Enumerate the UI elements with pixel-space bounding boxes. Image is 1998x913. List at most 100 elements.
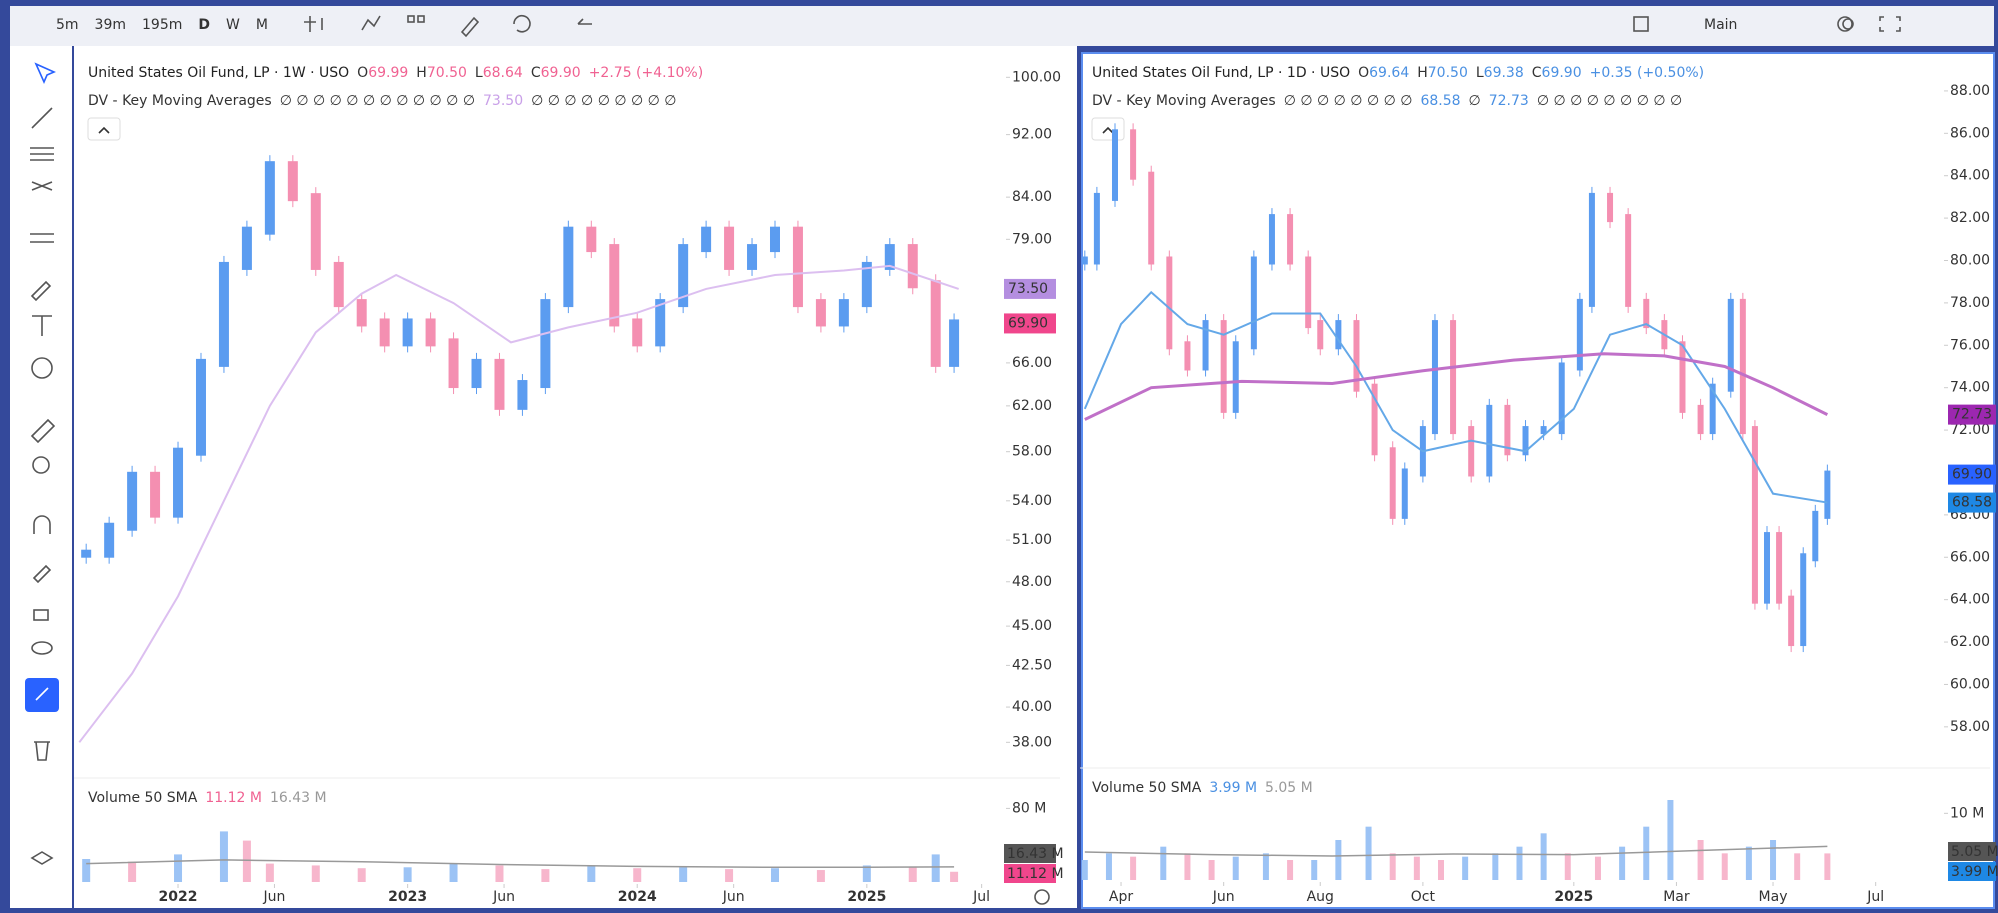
volume-sma-value: 16.43 M xyxy=(270,790,327,806)
tool-lines[interactable] xyxy=(30,147,54,161)
candle xyxy=(173,447,184,518)
volume-tag-label: 3.99 M xyxy=(1951,864,1998,880)
layout-name[interactable]: Main xyxy=(1704,17,1737,33)
price-tag-label: 69.90 xyxy=(1008,315,1048,331)
candle xyxy=(356,299,367,327)
volume-bar xyxy=(311,865,320,882)
x-tick-label: Aug xyxy=(1307,889,1334,905)
candle xyxy=(1287,214,1294,265)
tool-trash[interactable] xyxy=(34,741,50,761)
tool-layers[interactable] xyxy=(30,851,54,865)
x-tick-label: 2025 xyxy=(847,889,886,905)
ohlc-value: 69.99 xyxy=(368,65,408,81)
left-pane xyxy=(74,46,1077,908)
tool-cursor[interactable] xyxy=(34,62,56,84)
candle xyxy=(838,299,849,327)
volume-bar xyxy=(1437,860,1444,880)
y-tick-label: 88.00 xyxy=(1950,83,1990,99)
interval-button[interactable]: W xyxy=(226,17,240,33)
ohlc-key: L xyxy=(475,65,483,81)
volume-tick-label: 80 M xyxy=(1012,800,1046,816)
ohlc-key: C xyxy=(1532,65,1542,81)
right-pane xyxy=(1081,52,1995,909)
candle xyxy=(1739,298,1746,435)
x-tick-label: Mar xyxy=(1663,889,1690,905)
candle xyxy=(678,244,689,308)
volume-bar xyxy=(541,869,550,882)
price-tag xyxy=(1948,464,1996,485)
left-toolbar xyxy=(10,46,72,908)
icon-pen xyxy=(460,16,480,38)
candle xyxy=(1576,298,1583,371)
volume-bar xyxy=(1721,853,1728,880)
tool-line[interactable] xyxy=(31,107,53,129)
tool-text[interactable] xyxy=(32,315,52,336)
candle xyxy=(1389,447,1396,519)
volume-bar xyxy=(1287,860,1294,880)
volume-sma-value: 3.99 M xyxy=(1209,780,1257,796)
interval-button[interactable]: 195m xyxy=(142,17,182,33)
candle xyxy=(930,280,941,367)
candle xyxy=(1401,468,1408,519)
volume-sma xyxy=(1084,845,1828,857)
volume-bar xyxy=(770,868,779,882)
tool-fib[interactable] xyxy=(30,233,54,243)
interval-button[interactable]: 5m xyxy=(56,17,79,33)
candle xyxy=(1111,129,1118,201)
candle xyxy=(1625,214,1632,307)
candle xyxy=(1751,426,1758,604)
volume-bar xyxy=(1105,853,1112,880)
x-tick-label: Jun xyxy=(1212,889,1235,905)
y-tick-label: 78.00 xyxy=(1950,295,1990,311)
y-tick-label: 79.00 xyxy=(1012,231,1052,247)
icon-fullscreen xyxy=(1879,16,1901,32)
y-tick-label: 58.00 xyxy=(1012,444,1052,460)
candle xyxy=(949,319,960,367)
tool-ruler[interactable] xyxy=(30,418,56,444)
candle xyxy=(655,299,666,347)
candle xyxy=(724,226,735,270)
volume-bar xyxy=(1462,856,1469,880)
tool-pattern[interactable] xyxy=(31,181,53,191)
price-tag-label: 68.58 xyxy=(1952,495,1992,511)
interval-button[interactable]: D xyxy=(198,17,210,33)
candle xyxy=(1450,320,1457,435)
tool-lock-draw[interactable] xyxy=(32,564,52,584)
candle xyxy=(563,226,574,308)
volume-bar xyxy=(1794,853,1801,880)
y-tick-label: 42.50 xyxy=(1012,657,1052,673)
axis-settings[interactable] xyxy=(1034,889,1050,905)
volume-bar xyxy=(82,859,91,882)
volume-bar xyxy=(679,867,688,882)
volume-tick-label: 10 M xyxy=(1950,805,1984,821)
x-tick-label: May xyxy=(1759,889,1788,905)
ohlc-value: 68.64 xyxy=(483,65,523,81)
y-tick-label: 40.00 xyxy=(1012,699,1052,715)
candle xyxy=(471,358,482,389)
interval-button[interactable]: 39m xyxy=(95,17,126,33)
candle xyxy=(792,226,803,308)
tool-brush[interactable] xyxy=(30,280,52,302)
legend-title: United States Oil Fund, LP · 1D · USO O69… xyxy=(1092,65,1704,81)
volume-bar xyxy=(265,863,274,882)
interval-button[interactable]: M xyxy=(256,17,268,33)
tool-emoji[interactable] xyxy=(31,357,53,379)
y-tick-label: 66.00 xyxy=(1950,549,1990,565)
tool-lock[interactable] xyxy=(33,609,49,621)
candle xyxy=(1776,532,1783,604)
tool-magnet[interactable] xyxy=(33,515,51,534)
tool-eye[interactable] xyxy=(31,641,53,655)
candle xyxy=(747,244,758,270)
candle xyxy=(1800,553,1807,647)
tool-zoom[interactable] xyxy=(32,456,50,474)
change: +2.75 (+4.10%) xyxy=(589,65,703,81)
volume-legend: Volume 50 SMA 3.99 M 5.05 M xyxy=(1092,780,1313,796)
candle xyxy=(1268,214,1275,265)
price-tag-label: 73.50 xyxy=(1008,281,1048,297)
volume-bar xyxy=(1262,853,1269,880)
moving-average xyxy=(1084,352,1829,421)
y-tick-label: 100.00 xyxy=(1012,69,1061,85)
ohlc-key: O xyxy=(357,65,368,81)
candle xyxy=(1558,362,1565,435)
